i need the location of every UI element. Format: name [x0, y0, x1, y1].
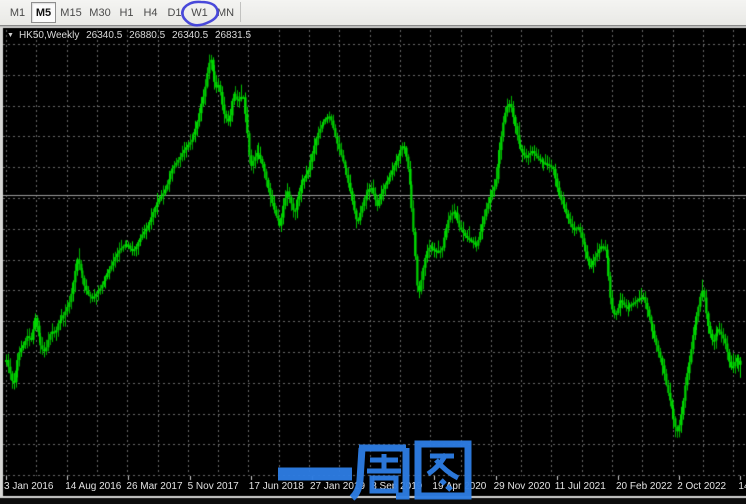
- chart-ohlc-header: ▼ HK50,Weekly 26340.5 26880.5 26340.5 268…: [7, 29, 255, 42]
- symbol-period-label: HK50,Weekly: [18, 30, 80, 41]
- timeframe-button-mn[interactable]: MN: [213, 2, 238, 23]
- x-axis-label: 19 Apr 2020: [432, 481, 487, 492]
- x-axis-label: 17 Jun 2018: [248, 481, 304, 492]
- annotation-text: [278, 440, 472, 501]
- x-axis-label: 29 Nov 2020: [493, 481, 551, 492]
- x-axis-label: 2 Oct 2022: [677, 481, 727, 492]
- timeframe-button-d1[interactable]: D1: [163, 2, 186, 23]
- timeframe-toolbar: M1 M5 M15 M30 H1 H4 D1 W1 MN: [0, 0, 746, 26]
- hand-drawn-circle-annotation: [181, 0, 219, 27]
- x-axis-label: 11 Jul 2021: [554, 481, 606, 492]
- toolbar-separator: [240, 2, 241, 22]
- timeframe-button-m15[interactable]: M15: [57, 2, 85, 23]
- x-axis-label: 5 Nov 2017: [187, 481, 239, 492]
- high-value: 26880.5: [129, 30, 166, 41]
- open-value: 26340.5: [86, 30, 123, 41]
- close-value: 26831.5: [214, 30, 252, 41]
- x-axis-label: 26 Mar 2017: [126, 481, 183, 492]
- timeframe-button-m1[interactable]: M1: [5, 2, 30, 23]
- x-axis-label: 14 Aug 2016: [65, 481, 122, 492]
- timeframe-button-h4[interactable]: H4: [139, 2, 162, 23]
- x-axis-label: 14: [738, 481, 746, 492]
- symbol-dropdown-icon[interactable]: ▼: [7, 32, 14, 39]
- timeframe-button-m30[interactable]: M30: [86, 2, 114, 23]
- low-value: 26340.5: [172, 30, 209, 41]
- x-axis-label: 27 Jan 2019: [310, 481, 366, 492]
- timeframe-button-w1[interactable]: W1: [187, 2, 212, 23]
- x-axis-label: 3 Jan 2016: [4, 481, 54, 492]
- timeframe-button-m5[interactable]: M5: [31, 2, 56, 23]
- timeframe-button-h1[interactable]: H1: [115, 2, 138, 23]
- x-axis-label: 20 Feb 2022: [616, 481, 673, 492]
